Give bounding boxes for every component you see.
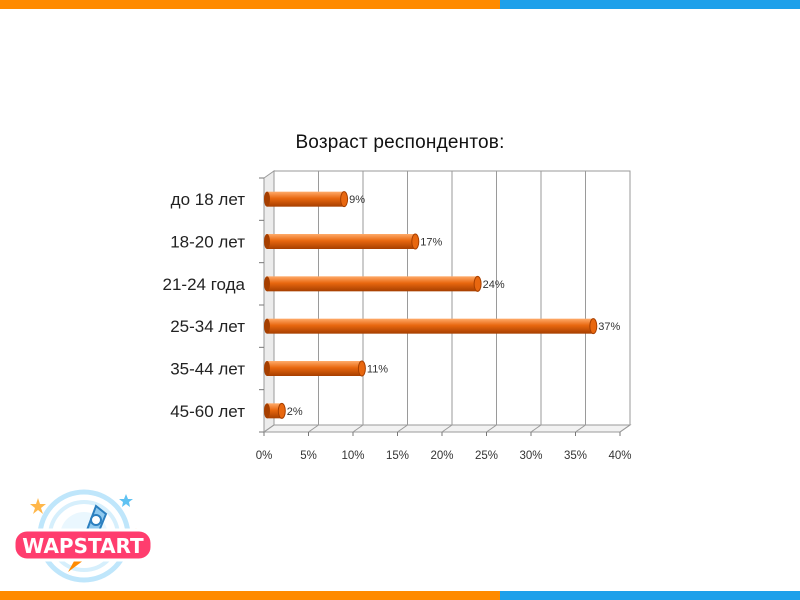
bar-end-cap (357, 360, 366, 377)
bar-body (267, 234, 416, 249)
data-label: 17% (420, 237, 442, 249)
x-tick-label: 35% (564, 450, 587, 462)
bar-body (267, 361, 362, 376)
chart-side-wall (263, 170, 275, 433)
x-tick-label: 10% (341, 450, 364, 462)
floor-gridline (263, 424, 275, 433)
floor-gridline (308, 424, 319, 433)
data-label: 24% (483, 279, 505, 291)
x-tick-label: 5% (300, 450, 317, 462)
bar-end-cap (589, 318, 598, 335)
bar-start-cap (264, 191, 270, 207)
gridlines (259, 171, 631, 436)
x-tick-label: 20% (430, 450, 453, 462)
top-blue-band (500, 0, 800, 9)
bar-body (267, 191, 345, 207)
bottom-orange-band (0, 591, 500, 600)
category-label: 18-20 лет (170, 233, 245, 252)
x-tick-labels: 0% 5% 10% 15% 20% 25% 30% 35% 40% (256, 450, 632, 462)
data-label: 11% (367, 364, 388, 376)
bar-start-cap (264, 318, 270, 334)
bar (264, 402, 286, 419)
data-label: 37% (598, 321, 620, 333)
chart-title: Возраст респондентов: (295, 132, 505, 153)
floor-gridline (397, 424, 408, 433)
category-label: 45-60 лет (170, 402, 245, 421)
bar (264, 318, 598, 335)
bar-start-cap (264, 234, 270, 249)
category-labels: до 18 лет 18-20 лет 21-24 года 25-34 лет 35-… (163, 190, 246, 421)
category-label: 25-34 лет (170, 317, 245, 336)
category-label: 21-24 года (163, 275, 246, 294)
bar-body (267, 318, 594, 334)
bar-start-cap (264, 403, 270, 419)
bar (264, 275, 482, 292)
bar-end-cap (473, 275, 482, 292)
x-tick-label: 0% (256, 450, 273, 462)
bar (264, 360, 366, 377)
x-tick-label: 30% (519, 450, 542, 462)
floor-gridline (352, 424, 364, 433)
category-label: до 18 лет (171, 190, 246, 209)
category-label: 35-44 лет (170, 360, 245, 379)
floor-gridline (486, 424, 497, 433)
x-tick-label: 40% (608, 450, 631, 462)
floor-gridline (530, 424, 542, 433)
bar (264, 191, 349, 208)
data-label: 2% (287, 406, 303, 418)
floor-gridline (441, 424, 453, 433)
floor-gridline (575, 424, 586, 433)
bar-start-cap (264, 276, 270, 292)
wapstart-logo: WAPSTART (12, 489, 154, 583)
bar-body (267, 276, 478, 292)
floor-gridline (619, 424, 631, 433)
bar-end-cap (411, 233, 420, 250)
bottom-blue-band (500, 591, 800, 600)
x-tick-label: 15% (386, 450, 409, 462)
logo-text: WAPSTART (22, 534, 144, 558)
x-tick-label: 25% (475, 450, 498, 462)
bar (264, 233, 420, 250)
bar-end-cap (340, 191, 349, 208)
data-labels: 9% 17% 24% 37% 11% 2% (287, 194, 621, 418)
bar-start-cap (264, 361, 270, 376)
top-orange-band (0, 0, 500, 9)
bars (264, 191, 598, 419)
data-label: 9% (349, 194, 365, 206)
bar-body (267, 403, 282, 419)
bar-end-cap (277, 402, 286, 419)
